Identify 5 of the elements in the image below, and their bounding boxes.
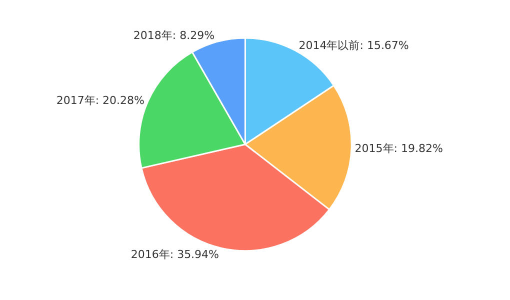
slice-label: 2018年: 8.29% [133, 29, 215, 42]
slice-label: 2015年: 19.82% [354, 142, 443, 155]
slice-label: 2014年以前: 15.67% [298, 39, 409, 52]
slice-label: 2017年: 20.28% [56, 94, 144, 108]
slice-label: 2016年: 35.94% [130, 248, 219, 261]
